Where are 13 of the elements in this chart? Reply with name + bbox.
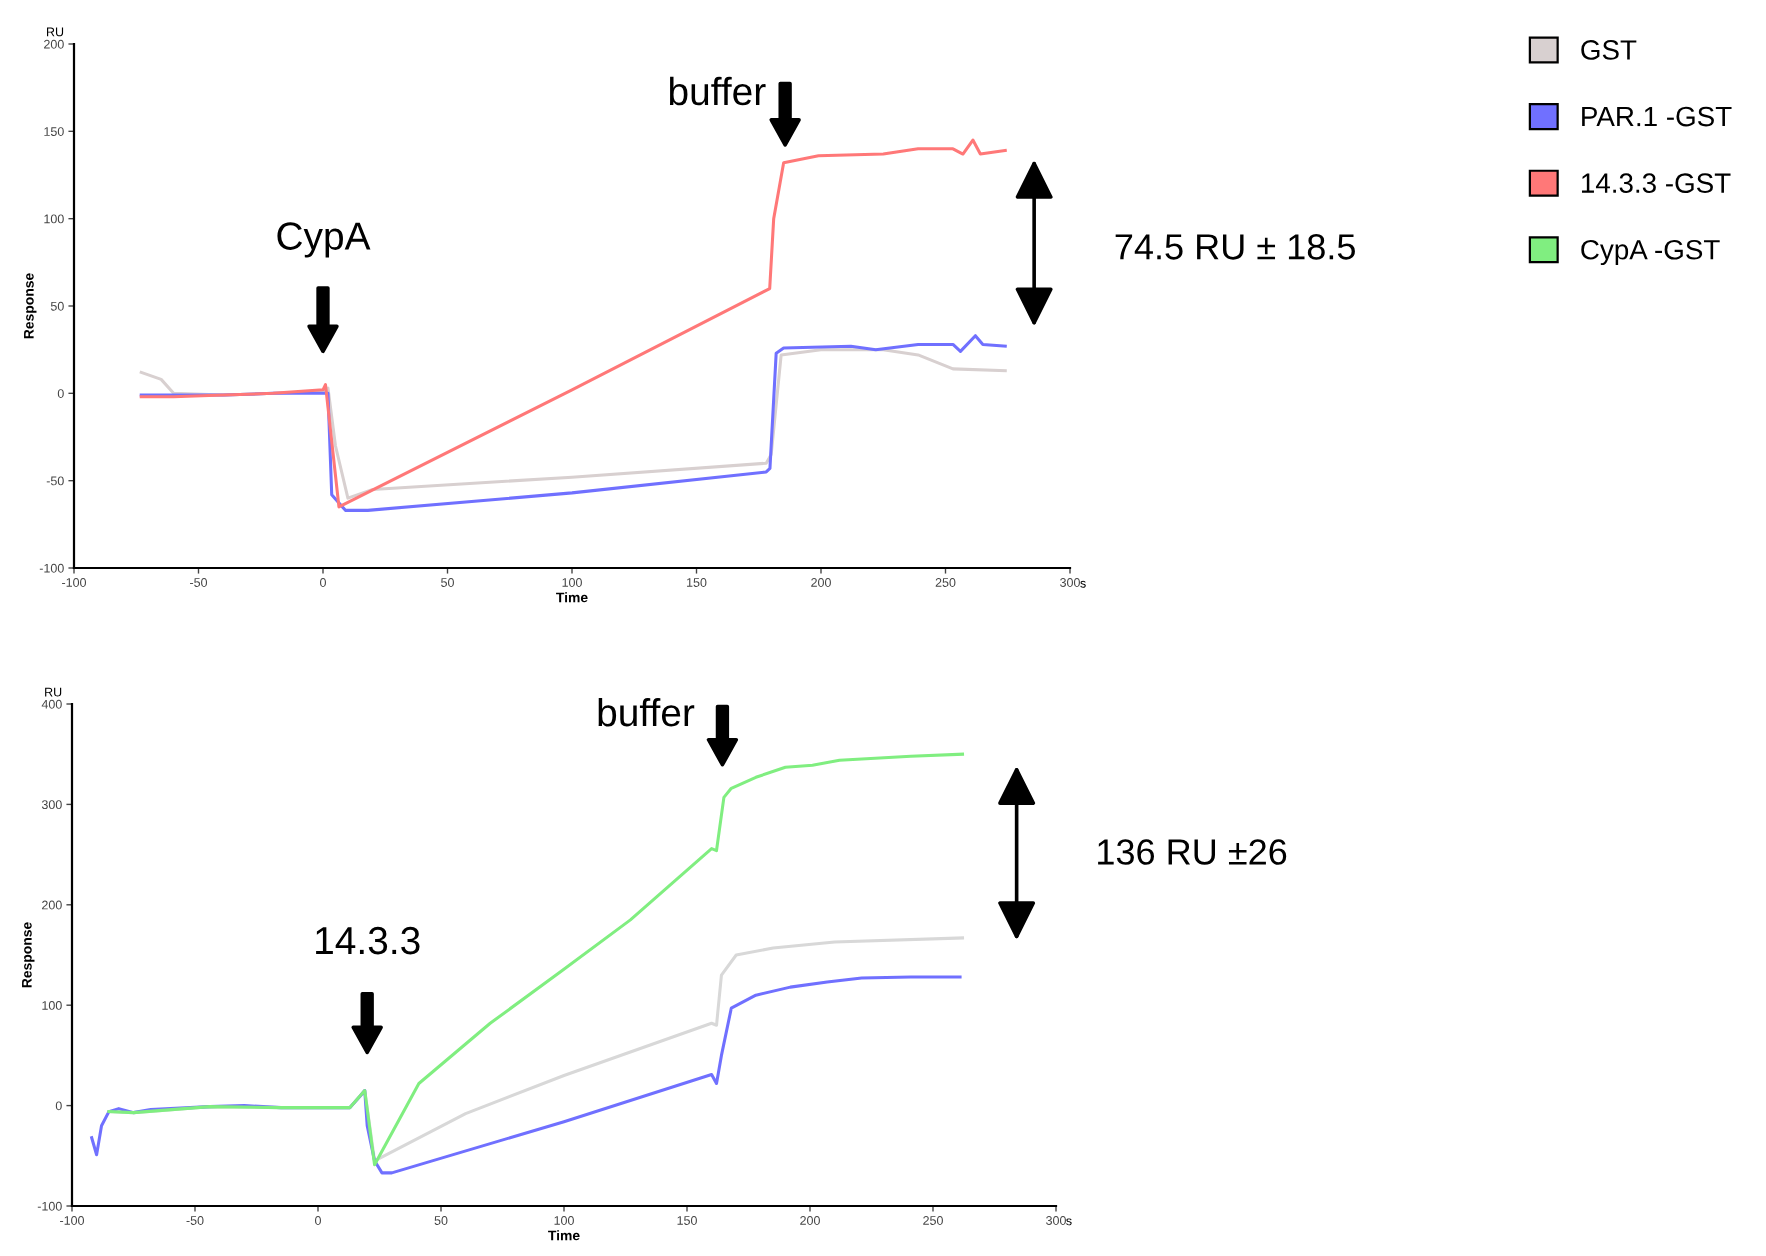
legend-label: GST — [1581, 40, 1637, 60]
annotation: buffer — [598, 697, 695, 727]
legend-label: CypA -GST — [1581, 239, 1720, 266]
legend-label: 14.3.3 -GST — [1581, 173, 1731, 193]
line-series — [139, 138, 1007, 509]
line-series — [90, 975, 962, 1175]
legend-label: PAR.1 -GST — [1582, 106, 1732, 127]
annotation: buffer — [669, 76, 766, 106]
annotation: 14.3.3 — [316, 926, 420, 955]
line-series — [107, 752, 965, 1167]
text: 136 RU ±26 — [1098, 839, 1287, 865]
annotation: CypA — [277, 222, 371, 258]
text: 74.5 RU ± 18.5 — [1115, 234, 1355, 260]
